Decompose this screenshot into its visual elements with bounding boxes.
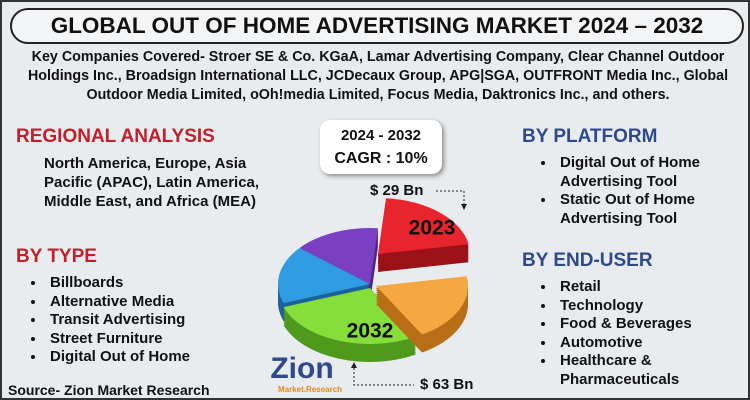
arrow [353, 364, 414, 386]
list-item: Street Furniture [46, 330, 254, 349]
cagr: CAGR : 10% [334, 150, 428, 167]
platform-heading: BY PLATFORM [522, 126, 658, 147]
title: GLOBAL OUT OF HOME ADVERTISING MARKET 20… [10, 8, 744, 44]
list-item: Technology [556, 297, 734, 316]
value-2023: $ 29 Bn [370, 182, 423, 199]
pie-slice [278, 248, 370, 304]
logo-name: Zion [270, 352, 333, 385]
regional-heading: REGIONAL ANALYSIS [16, 126, 215, 147]
logo-tagline: Market.Research [278, 385, 342, 394]
pie-slice [378, 198, 469, 254]
arrow [436, 190, 465, 209]
list-item: Food & Beverages [556, 315, 734, 334]
list-item: Retail [556, 278, 734, 297]
regional-text: North America, Europe, Asia Pacific (APA… [44, 155, 260, 210]
list-item: Billboards [46, 274, 254, 293]
cagr-box: 2024 - 2032 CAGR : 10% [320, 120, 442, 174]
list-item: Digital Out of Home Advertising Tool [556, 154, 734, 191]
source: Source- Zion Market Research [8, 382, 210, 398]
period: 2024 - 2032 [340, 127, 422, 144]
arrowhead [351, 362, 357, 368]
list-item: Static Out of Home Advertising Tool [556, 191, 734, 228]
type-heading: BY TYPE [16, 246, 97, 267]
type-list: BillboardsAlternative MediaTransit Adver… [24, 274, 254, 367]
list-item: Transit Advertising [46, 311, 254, 330]
platform-list: Digital Out of Home Advertising ToolStat… [534, 154, 734, 228]
pie-slice [299, 228, 379, 284]
pie-slice [376, 276, 469, 335]
year-2032: 2032 [347, 320, 394, 343]
end-user-list: RetailTechnology Food & BeveragesAutomot… [534, 278, 734, 389]
list-item: Automotive [556, 334, 734, 353]
companies: Key Companies Covered- Stroer SE & Co. K… [27, 49, 729, 103]
list-item: Healthcare & Pharmaceuticals [556, 352, 734, 389]
pie-decoration [278, 198, 469, 363]
year-2023: 2023 [409, 217, 456, 240]
list-item: Digital Out of Home [46, 348, 254, 367]
end-user-heading: BY END-USER [522, 250, 653, 271]
list-item: Alternative Media [46, 293, 254, 312]
value-2032: $ 63 Bn [420, 376, 473, 393]
arrowhead [461, 204, 467, 210]
